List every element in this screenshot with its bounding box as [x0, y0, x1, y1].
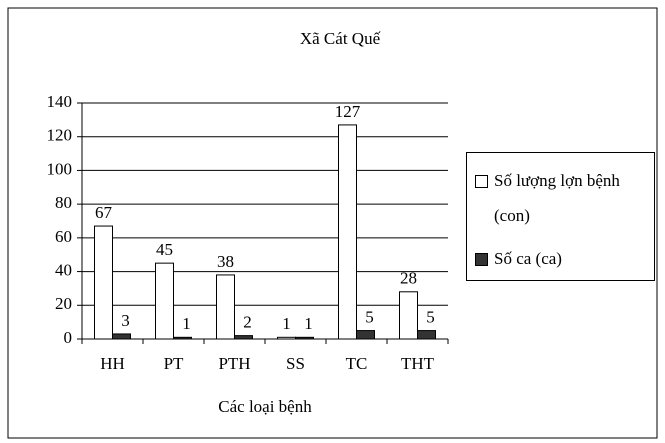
bar — [295, 336, 314, 340]
bar — [112, 333, 131, 340]
bar — [417, 330, 436, 340]
y-tick-label: 40 — [55, 260, 72, 279]
bar — [399, 291, 418, 340]
bar — [216, 274, 235, 340]
y-tick-label: 140 — [47, 92, 73, 111]
y-tick-label: 120 — [47, 126, 73, 145]
data-label: 127 — [335, 102, 361, 121]
legend-label: Số ca (ca) — [494, 249, 562, 268]
bar — [94, 225, 113, 340]
legend: Số lượng lợn bệnh (con) Số ca (ca) — [466, 152, 655, 281]
data-label: 5 — [365, 307, 374, 326]
data-label: 38 — [217, 252, 234, 271]
bar — [234, 335, 253, 340]
legend-item: Số lượng lợn bệnh (con) — [475, 163, 650, 233]
x-tick-label: HH — [100, 354, 125, 373]
x-tick-label: PT — [164, 354, 184, 373]
data-label: 3 — [121, 311, 130, 330]
data-label: 28 — [400, 269, 417, 288]
data-label: 67 — [95, 203, 113, 222]
legend-swatch — [475, 175, 488, 188]
data-label: 1 — [282, 314, 291, 333]
y-tick-label: 60 — [55, 227, 72, 246]
x-tick-label: TC — [346, 354, 368, 373]
data-label: 45 — [156, 240, 173, 259]
y-tick-label: 100 — [47, 159, 73, 178]
data-label: 5 — [426, 307, 435, 326]
chart-title: Xã Cát Quế — [300, 29, 381, 48]
y-tick-label: 0 — [64, 328, 73, 347]
bar — [277, 336, 296, 340]
x-axis-label: Các loại bệnh — [218, 397, 312, 416]
bar — [356, 330, 375, 340]
x-tick-label: THT — [401, 354, 435, 373]
chart-border — [7, 7, 658, 439]
bar — [338, 124, 357, 340]
x-tick-label: SS — [286, 354, 305, 373]
y-tick-label: 20 — [55, 294, 72, 313]
data-label: 1 — [182, 314, 191, 333]
x-tick-label: PTH — [218, 354, 250, 373]
legend-swatch — [475, 253, 488, 266]
data-label: 2 — [243, 313, 252, 332]
legend-item: Số ca (ca) — [475, 241, 650, 276]
bar — [155, 262, 174, 340]
bar — [173, 336, 192, 340]
y-tick-label: 80 — [55, 193, 72, 212]
legend-label: Số lượng lợn bệnh (con) — [494, 171, 620, 225]
data-label: 1 — [304, 314, 313, 333]
